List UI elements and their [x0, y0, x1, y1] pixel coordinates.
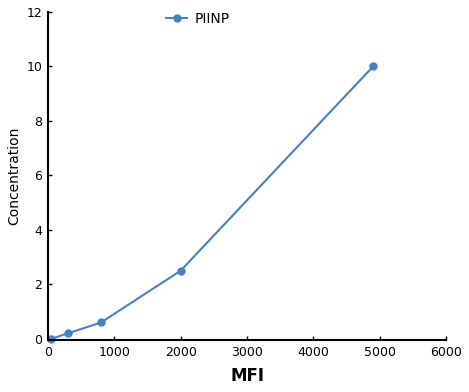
Line: PIINP: PIINP	[48, 63, 377, 342]
PIINP	[371, 64, 376, 69]
Legend: PIINP: PIINP	[166, 12, 229, 26]
Y-axis label: Concentration: Concentration	[7, 127, 21, 225]
PIINP	[65, 331, 71, 336]
PIINP	[98, 320, 104, 325]
PIINP	[48, 336, 54, 341]
PIINP	[178, 269, 183, 273]
X-axis label: MFI: MFI	[230, 367, 264, 385]
